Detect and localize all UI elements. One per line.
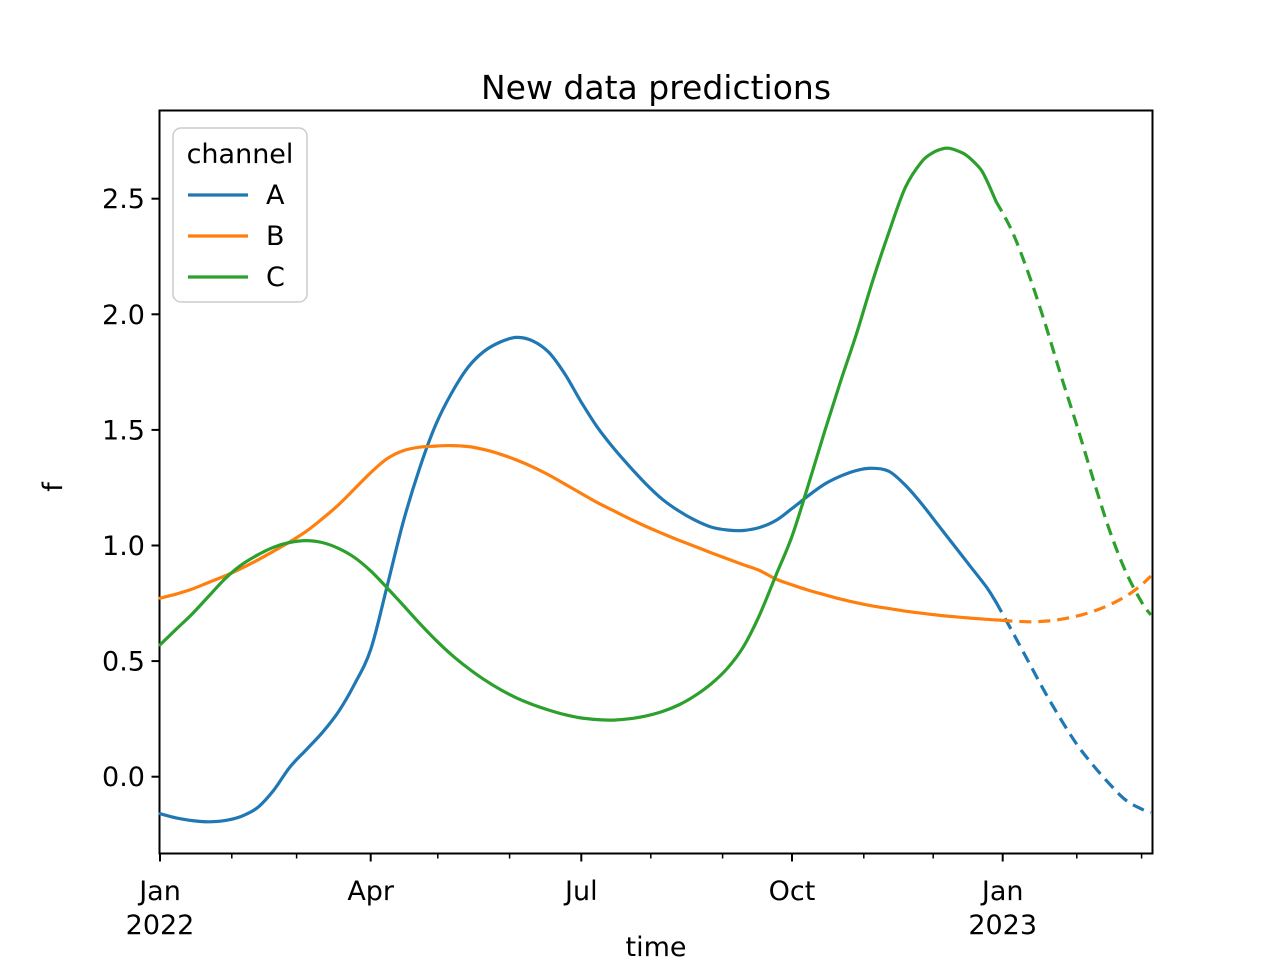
y-tick-label: 1.5 <box>102 415 145 446</box>
legend-entries: ABC <box>188 180 285 293</box>
y-tick-label: 2.5 <box>102 184 145 215</box>
series-C-solid-line <box>158 146 998 722</box>
x-tick-year-label: 2022 <box>126 910 195 941</box>
series-C-dashed-prediction-line <box>994 200 1153 616</box>
x-tick-year-label: 2023 <box>968 910 1037 941</box>
y-tick-label: 0.0 <box>102 762 145 793</box>
y-tick-label: 2.0 <box>102 300 145 331</box>
x-tick-label: Oct <box>769 876 816 907</box>
x-tick-label: Jan <box>137 876 181 907</box>
y-tick-label: 0.5 <box>102 647 145 678</box>
legend-label-C: C <box>266 262 285 293</box>
legend-label-A: A <box>266 180 285 211</box>
y-axis-label: f <box>38 481 69 492</box>
x-tick-label: Apr <box>347 876 395 907</box>
x-tick-label: Jul <box>563 876 598 907</box>
legend-box <box>172 127 308 303</box>
series-A-solid-line <box>158 335 998 824</box>
x-axis-label: time <box>625 932 686 960</box>
series-B-solid-line <box>158 443 1002 622</box>
y-axis-ticks: 0.0 0.5 1.0 1.5 2.0 2.5 <box>102 184 160 793</box>
x-tick-label: Jan <box>980 876 1024 907</box>
chart-title: New data predictions <box>481 68 831 107</box>
legend: channel ABC <box>172 127 308 303</box>
legend-label-B: B <box>266 221 285 252</box>
plot-border <box>158 109 1154 855</box>
legend-title: channel <box>187 139 294 170</box>
series-A-dashed-prediction-line <box>994 600 1152 815</box>
y-tick-label: 1.0 <box>102 531 145 562</box>
series-B-dashed-prediction-line <box>1000 574 1153 624</box>
series-lines <box>158 146 1153 824</box>
